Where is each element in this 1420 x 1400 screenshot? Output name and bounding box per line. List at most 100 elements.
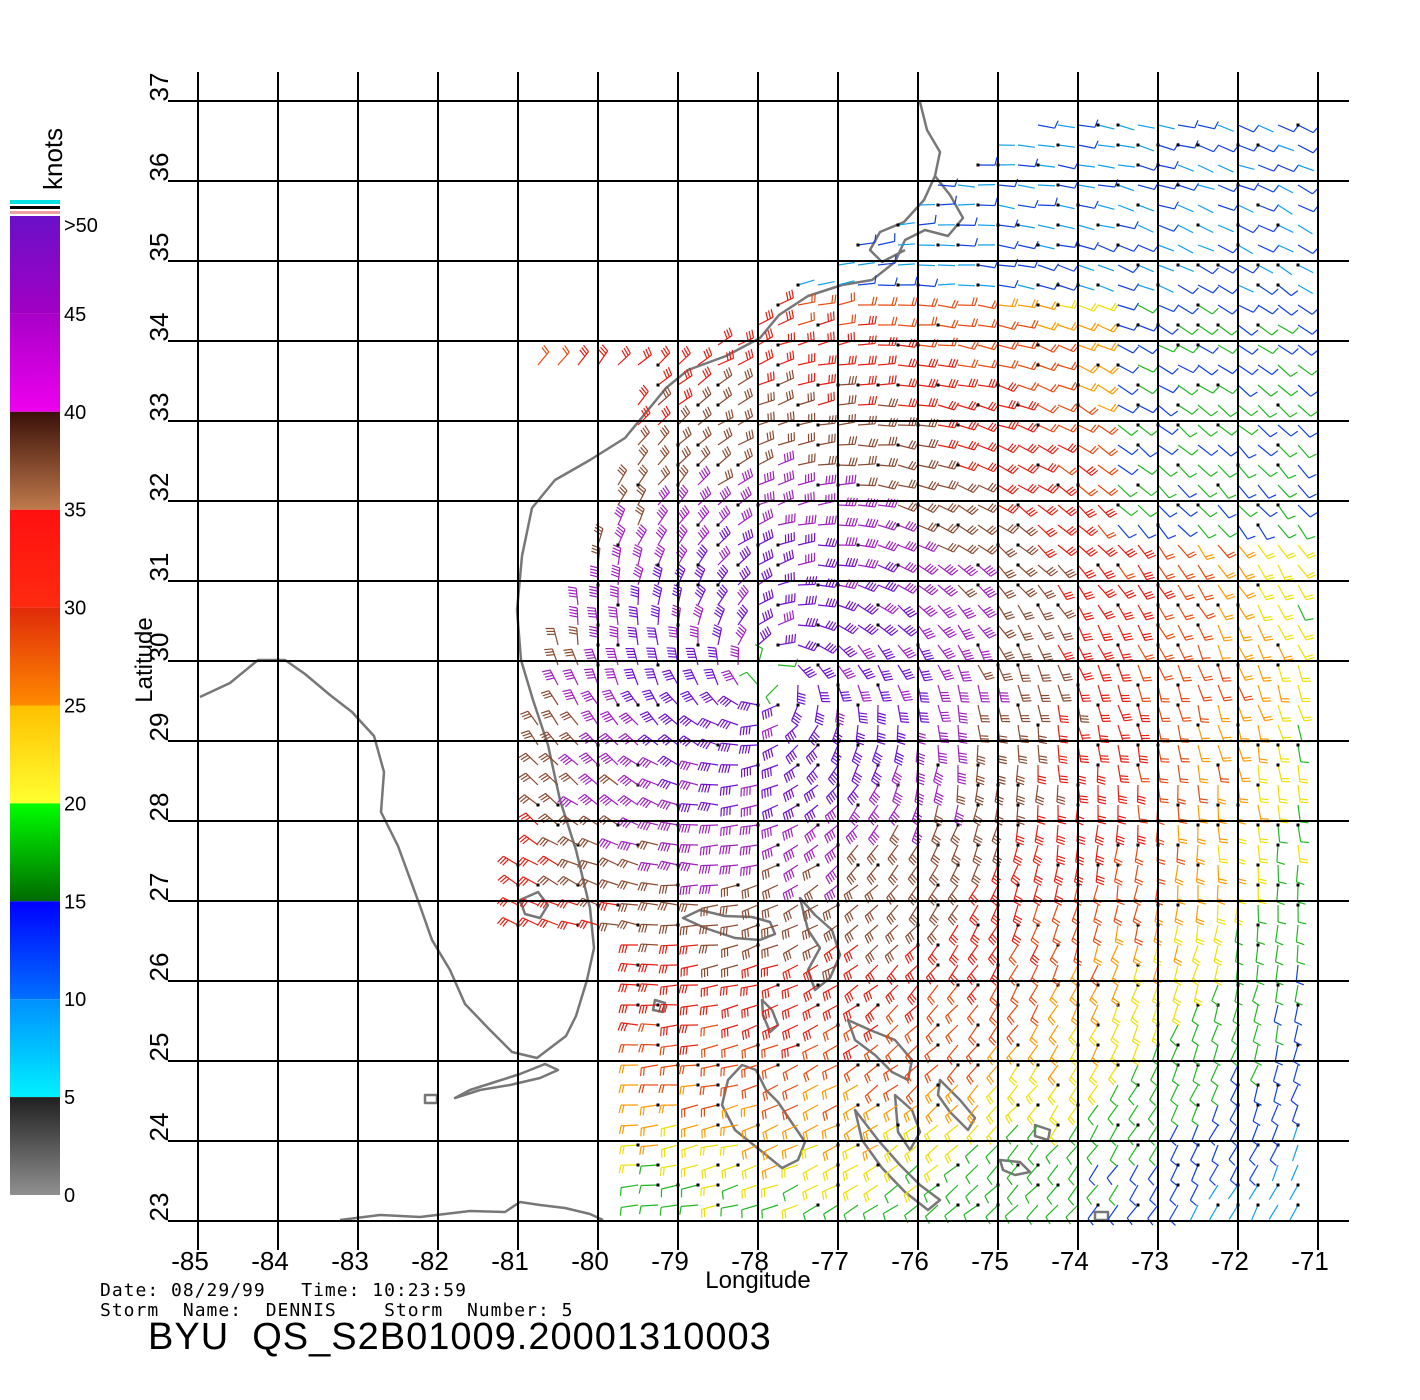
barb-feather bbox=[781, 931, 785, 940]
barb-feather bbox=[661, 669, 670, 673]
barb-shaft bbox=[1250, 1064, 1259, 1081]
barb-feather bbox=[883, 650, 893, 655]
wind-barb bbox=[1253, 1044, 1262, 1066]
wind-barb bbox=[1048, 1024, 1059, 1046]
rain-flag bbox=[936, 1023, 940, 1027]
barb-feather bbox=[722, 866, 725, 875]
rain-flag bbox=[1296, 1183, 1300, 1187]
rain-flag bbox=[776, 983, 780, 987]
wind-barb bbox=[605, 647, 619, 666]
barb-feather bbox=[893, 797, 901, 804]
barb-feather bbox=[637, 862, 642, 871]
barb-feather bbox=[924, 654, 933, 658]
rain-flag bbox=[1176, 903, 1180, 907]
wind-barb bbox=[741, 1004, 759, 1019]
barb-feather bbox=[846, 857, 853, 866]
wind-barb bbox=[887, 844, 899, 866]
wind-barb bbox=[623, 668, 639, 686]
wind-barb bbox=[1096, 703, 1111, 722]
wind-barb bbox=[1257, 904, 1267, 925]
barb-feather bbox=[974, 815, 983, 821]
barb-feather bbox=[1010, 956, 1017, 964]
barb-feather bbox=[848, 951, 853, 960]
wind-barb bbox=[761, 1104, 779, 1120]
wind-barb bbox=[1217, 784, 1227, 805]
barb-feather bbox=[849, 652, 858, 658]
barb-shaft bbox=[1046, 1184, 1059, 1199]
rain-flag bbox=[636, 1003, 640, 1007]
barb-shaft bbox=[1248, 1184, 1259, 1200]
barb-feather bbox=[908, 654, 917, 659]
barb-feather bbox=[905, 1132, 910, 1141]
wind-barb bbox=[1010, 983, 1020, 1007]
barb-feather bbox=[522, 838, 530, 845]
barb-feather bbox=[623, 1023, 628, 1032]
barb-feather bbox=[974, 835, 983, 841]
rain-flag bbox=[616, 643, 620, 647]
rain-flag bbox=[1296, 1203, 1300, 1207]
wind-barb bbox=[1191, 1024, 1200, 1047]
barb-feather bbox=[924, 678, 933, 682]
barb-feather bbox=[803, 666, 811, 672]
wind-barb bbox=[1077, 704, 1090, 723]
barb-feather bbox=[825, 876, 831, 885]
barb-shaft bbox=[1171, 1064, 1179, 1082]
barb-feather bbox=[1218, 878, 1227, 882]
barb-feather bbox=[828, 931, 833, 940]
wind-barb bbox=[698, 924, 719, 935]
wind-barb bbox=[781, 1104, 799, 1121]
wind-barb bbox=[1136, 703, 1151, 723]
barb-feather bbox=[785, 1071, 789, 1080]
wind-barb bbox=[1109, 1123, 1120, 1146]
barb-feather bbox=[954, 821, 963, 826]
barb-feather bbox=[822, 667, 831, 672]
barb-feather bbox=[1194, 998, 1203, 1003]
barb-feather bbox=[803, 994, 807, 1003]
colorbar-label: 20 bbox=[64, 793, 86, 815]
wind-barb bbox=[862, 1204, 879, 1222]
barb-feather bbox=[1016, 778, 1025, 783]
wind-barb bbox=[721, 1024, 739, 1039]
barb-feather bbox=[1153, 1017, 1161, 1024]
rain-flag bbox=[1276, 823, 1280, 827]
wind-barb bbox=[681, 1104, 699, 1118]
barb-feather bbox=[790, 789, 795, 798]
wind-barb bbox=[782, 884, 799, 902]
rain-flag bbox=[636, 843, 640, 847]
wind-barb bbox=[1137, 664, 1153, 682]
wind-barb bbox=[700, 1024, 719, 1037]
barb-feather bbox=[1300, 841, 1309, 844]
rain-flag bbox=[1036, 1163, 1040, 1167]
wind-barb bbox=[1097, 784, 1107, 805]
barb-feather bbox=[948, 959, 956, 966]
wind-barb bbox=[516, 856, 539, 867]
barb-feather bbox=[1248, 1159, 1256, 1166]
barb-feather bbox=[724, 764, 728, 773]
barb-feather bbox=[578, 752, 587, 758]
rain-flag bbox=[796, 1043, 800, 1047]
barb-shaft bbox=[1297, 724, 1303, 742]
barb-feather bbox=[1086, 1157, 1093, 1166]
wind-barb bbox=[917, 684, 930, 703]
barb-feather bbox=[1058, 755, 1068, 758]
barb-feather bbox=[1202, 696, 1212, 699]
barb-feather bbox=[933, 854, 941, 861]
barb-feather bbox=[866, 933, 872, 942]
barb-feather bbox=[1135, 938, 1144, 943]
barb-feather bbox=[951, 933, 959, 941]
barb-feather bbox=[679, 1206, 682, 1215]
barb-feather bbox=[1056, 861, 1065, 866]
wind-barb bbox=[1195, 904, 1205, 926]
barb-feather bbox=[730, 654, 739, 658]
wind-barb bbox=[937, 684, 951, 702]
barb-feather bbox=[659, 1047, 662, 1056]
barb-feather bbox=[662, 717, 671, 723]
barb-shaft bbox=[1252, 984, 1259, 1002]
barb-feather bbox=[828, 674, 837, 679]
wind-barb bbox=[1217, 684, 1233, 702]
barb-feather bbox=[703, 803, 708, 812]
barb-feather bbox=[832, 790, 838, 799]
barb-feather bbox=[584, 779, 593, 786]
wind-barb bbox=[1093, 944, 1103, 966]
barb-feather bbox=[564, 651, 573, 654]
